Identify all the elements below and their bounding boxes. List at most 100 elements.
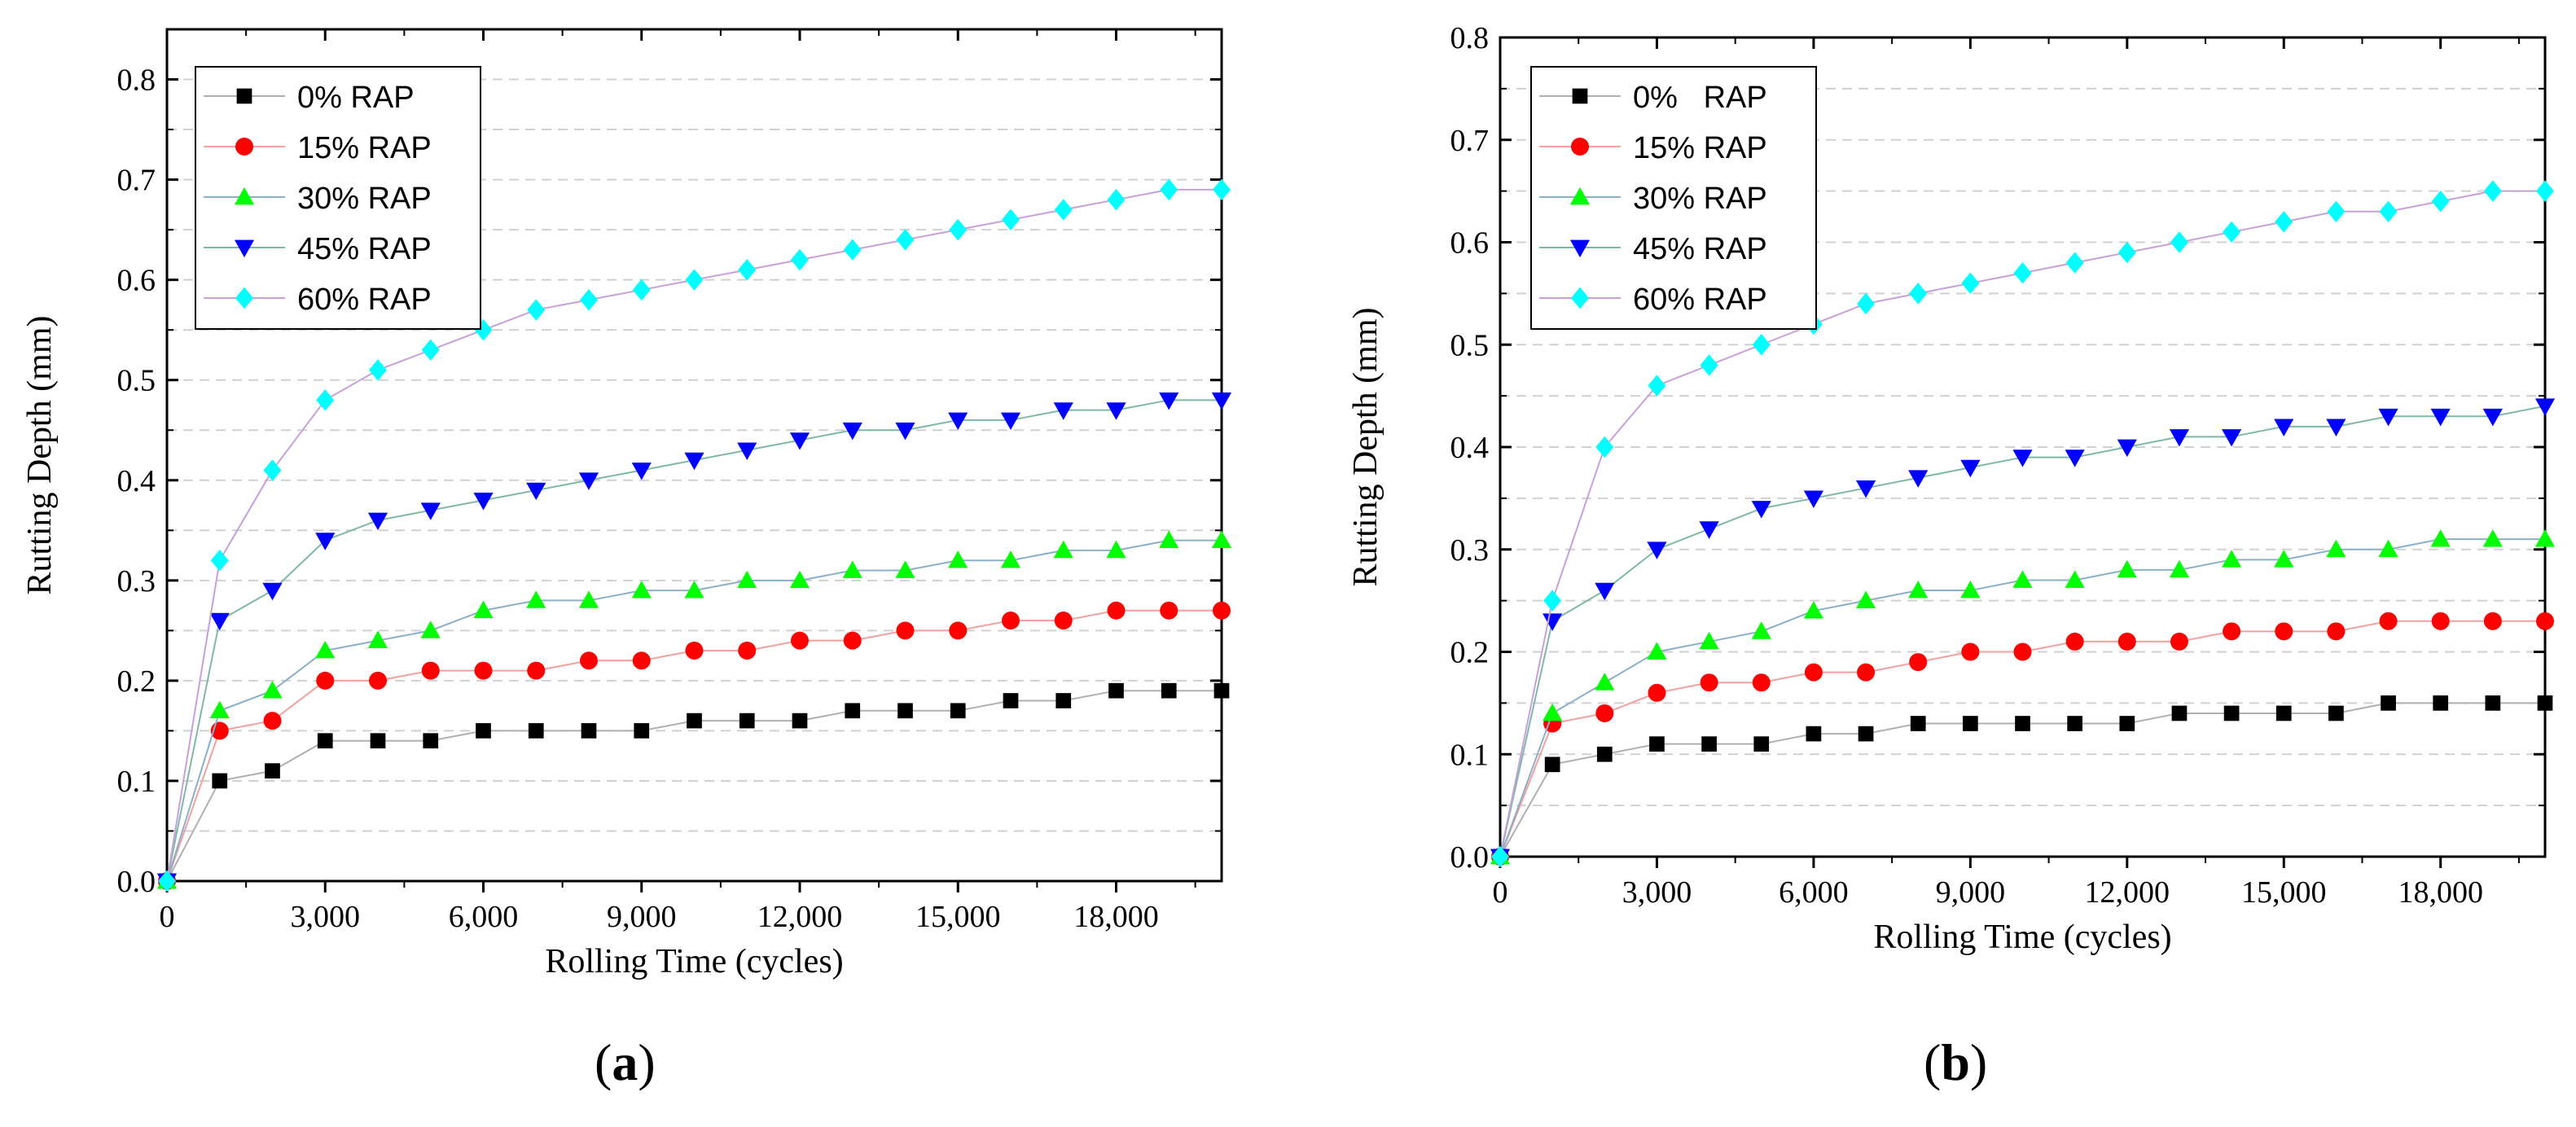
data-point [2117,439,2137,458]
data-point [263,459,282,481]
data-point [1055,693,1072,708]
data-point [948,550,968,568]
series-line [1499,405,2546,857]
data-point [580,289,598,311]
data-point [2379,200,2398,222]
data-point [580,651,598,670]
data-point [2065,570,2085,588]
data-point [2012,449,2033,467]
data-point [634,723,650,739]
y-tick-label: 0.4 [1450,431,1490,465]
plot-frame [165,28,1223,883]
data-point [420,621,441,638]
data-point [1595,582,1615,601]
data-point [949,218,968,241]
data-point [2065,632,2084,651]
data-point [1211,530,1232,548]
data-point [2536,180,2554,202]
data-point [896,229,915,251]
data-point [1648,375,1666,397]
data-point [1910,716,1926,731]
series-1 [1492,695,2553,865]
data-point [1595,704,1614,722]
data-point [2170,632,2188,651]
data-point [367,630,388,649]
x-tick-label: 6,000 [1779,875,1849,910]
data-point [1909,653,1928,672]
y-tick-label: 0.4 [117,464,156,498]
data-point [1700,354,1718,376]
data-point [476,723,491,739]
data-point [739,713,755,729]
panel-label-a: (a) [595,1033,656,1091]
data-point [1595,673,1615,691]
data-point [1054,612,1073,630]
data-point [2431,191,2450,213]
x-axis-title: Rolling Time (cycles) [545,943,843,980]
data-point [2430,529,2451,547]
y-tick-label: 0.0 [117,865,156,899]
data-point [1752,673,1771,692]
y-tick-label: 0.7 [1450,124,1490,158]
data-point [1543,613,1563,631]
data-point [2483,612,2502,630]
x-tick-label: 18,000 [2398,875,2483,910]
data-point [2326,539,2346,558]
data-point [317,733,333,749]
y-tick-label: 0.2 [117,664,156,699]
data-point [1213,601,1231,620]
data-point [210,550,229,572]
data-point [896,621,915,640]
y-tick-label: 0.5 [117,364,156,398]
data-point [526,482,546,501]
legend-marker [235,138,253,156]
data-point [473,493,494,511]
data-point [632,651,651,670]
data-point [2275,705,2292,721]
legend-label: 45% RAP [1633,232,1767,266]
data-point [2013,262,2032,284]
y-tick-label: 0.1 [117,765,156,799]
data-point [2430,408,2451,427]
series-line [166,399,1222,882]
panel-label-b: (b) [1924,1033,1988,1091]
data-point [1752,334,1771,356]
series-5 [158,178,1231,892]
data-point [421,661,440,680]
legend-marker [234,186,255,205]
data-point [2327,200,2346,222]
data-point [1960,580,1981,599]
data-point [1159,530,1179,548]
legend-label: 15% RAP [297,131,432,165]
data-point [2536,612,2554,630]
series-4 [1490,398,2556,867]
data-point [1000,550,1021,568]
data-point [950,703,966,719]
data-point [1543,703,1563,721]
data-point [2067,716,2082,731]
y-axis: 0.0 0.1 0.2 0.3 0.4 0.5 0.6 0.7 0.8 [117,29,1222,899]
data-point [2171,705,2188,721]
x-tick-label: 18,000 [1073,900,1159,934]
data-point [1544,756,1560,773]
y-tick-label: 0.1 [1450,738,1490,772]
data-point [2378,408,2398,427]
data-point [1806,726,1822,742]
data-point [895,422,915,441]
data-point [684,452,704,471]
data-point [1961,642,1980,661]
data-point [632,278,651,301]
data-point [895,560,915,578]
series-4 [156,392,1232,892]
data-point [845,703,861,719]
data-point [1961,272,1980,294]
series-2 [1491,612,2554,866]
data-point [1002,208,1020,231]
data-point [949,621,968,640]
data-point [1804,663,1823,682]
data-point [1753,736,1770,752]
series-3 [1490,529,2556,865]
x-tick-label: 12,000 [757,900,843,934]
data-point [423,733,439,749]
legend-marker [1569,186,1591,205]
